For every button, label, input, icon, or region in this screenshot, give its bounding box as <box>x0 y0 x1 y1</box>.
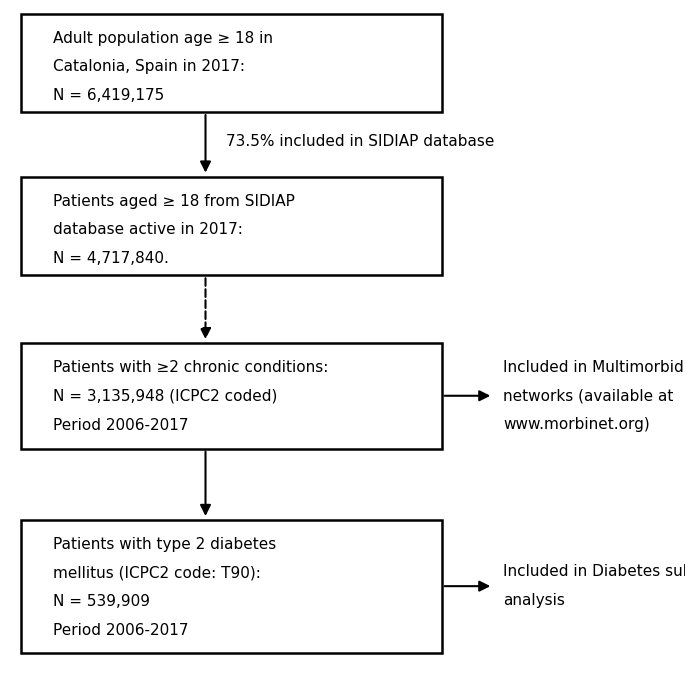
Bar <box>21 14 442 112</box>
Text: N = 4,717,840.: N = 4,717,840. <box>53 251 169 266</box>
Bar <box>21 520 442 653</box>
Text: www.morbinet.org): www.morbinet.org) <box>503 417 650 432</box>
Text: analysis: analysis <box>503 593 565 608</box>
Text: N = 3,135,948 (ICPC2 coded): N = 3,135,948 (ICPC2 coded) <box>53 389 278 404</box>
Text: mellitus (ICPC2 code: T90):: mellitus (ICPC2 code: T90): <box>53 566 261 581</box>
Text: 73.5% included in SIDIAP database: 73.5% included in SIDIAP database <box>226 134 495 149</box>
Text: Catalonia, Spain in 2017:: Catalonia, Spain in 2017: <box>53 59 245 74</box>
Text: Included in Multimorbidity: Included in Multimorbidity <box>503 360 685 375</box>
Text: N = 6,419,175: N = 6,419,175 <box>53 88 164 103</box>
Bar <box>21 177 442 275</box>
Text: Included in Diabetes subnet: Included in Diabetes subnet <box>503 564 685 579</box>
Text: Adult population age ≥ 18 in: Adult population age ≥ 18 in <box>53 31 273 46</box>
Text: Period 2006-2017: Period 2006-2017 <box>53 418 189 432</box>
Text: N = 539,909: N = 539,909 <box>53 594 151 609</box>
Text: Period 2006-2017: Period 2006-2017 <box>53 623 189 638</box>
Text: Patients with ≥2 chronic conditions:: Patients with ≥2 chronic conditions: <box>53 360 329 375</box>
Text: database active in 2017:: database active in 2017: <box>53 222 243 237</box>
Text: Patients with type 2 diabetes: Patients with type 2 diabetes <box>53 537 277 552</box>
Text: Patients aged ≥ 18 from SIDIAP: Patients aged ≥ 18 from SIDIAP <box>53 194 295 209</box>
Bar <box>21 343 442 449</box>
Text: networks (available at: networks (available at <box>503 388 674 403</box>
